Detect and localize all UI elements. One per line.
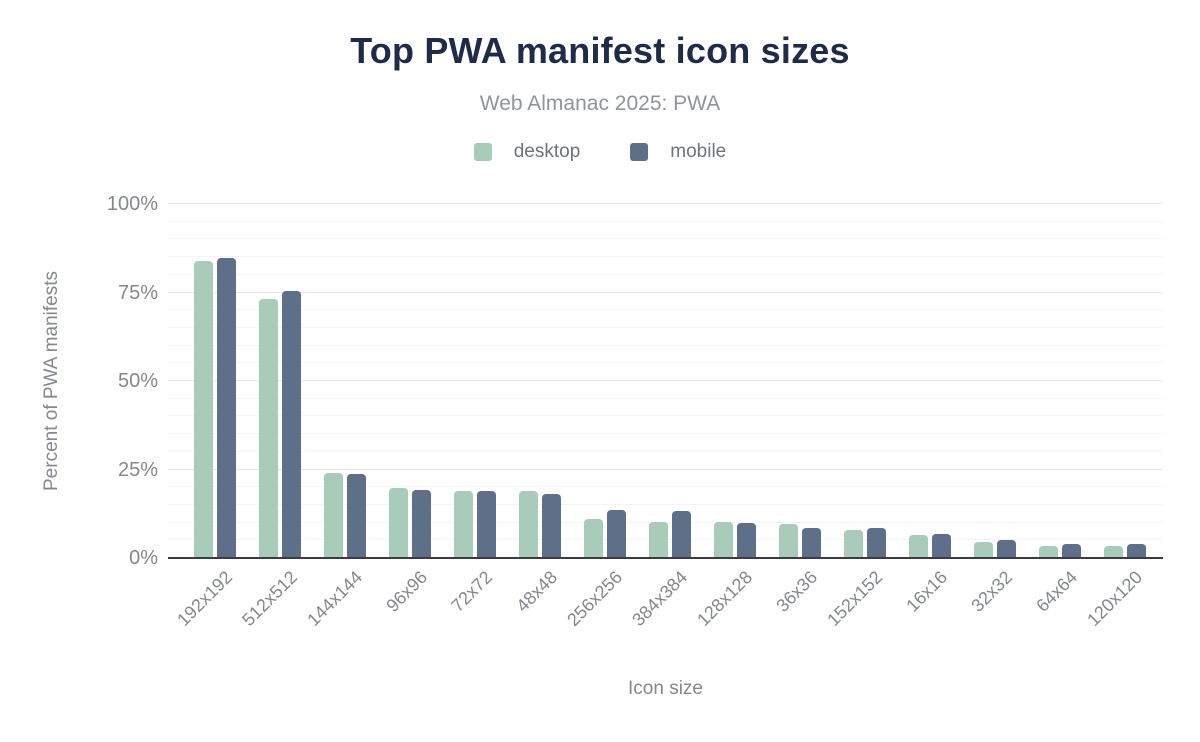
plot-area (168, 203, 1163, 559)
minor-gridline-80 (168, 273, 1163, 275)
major-gridline-75 (168, 291, 1163, 293)
x-tick-label-128x128: 128x128 (692, 567, 756, 630)
bar-mobile-64x64[interactable] (1061, 543, 1081, 558)
bar-group-72x72 (442, 204, 507, 558)
bar-desktop-64x64[interactable] (1038, 545, 1058, 558)
bar-mobile-384x384[interactable] (671, 510, 691, 558)
bar-desktop-192x192[interactable] (193, 260, 213, 558)
bar-desktop-120x120[interactable] (1103, 545, 1123, 558)
x-tick-label-384x384: 384x384 (627, 567, 691, 630)
bar-desktop-48x48[interactable] (518, 491, 538, 558)
x-tick-label-512x512: 512x512 (237, 567, 301, 630)
y-tick-label-0%: 0% (129, 547, 158, 569)
bar-desktop-256x256[interactable] (583, 519, 603, 558)
bar-desktop-152x152[interactable] (843, 529, 863, 558)
x-tick-label-48x48: 48x48 (511, 567, 561, 616)
bar-desktop-144x144[interactable] (323, 473, 343, 558)
minor-gridline-30 (168, 450, 1163, 452)
legend-item-desktop[interactable]: desktop (473, 141, 581, 163)
legend-item-mobile[interactable]: mobile (630, 141, 726, 163)
bars-layer (182, 204, 1157, 558)
legend-swatch-mobile (630, 143, 649, 161)
x-tick-label-192x192: 192x192 (172, 567, 236, 630)
bar-mobile-192x192[interactable] (216, 258, 236, 558)
bar-desktop-36x36[interactable] (778, 523, 798, 558)
x-tick-label-256x256: 256x256 (562, 567, 626, 630)
y-tick-label-25%: 25% (117, 458, 158, 481)
y-tick-label-50%: 50% (117, 370, 158, 392)
x-tick-label-152x152: 152x152 (822, 567, 886, 630)
bar-mobile-128x128[interactable] (736, 522, 756, 558)
bar-desktop-512x512[interactable] (258, 298, 278, 558)
bar-desktop-384x384[interactable] (648, 521, 668, 558)
bar-group-512x512 (247, 204, 312, 558)
minor-gridline-45 (168, 397, 1163, 399)
chart-subtitle: Web Almanac 2025: PWA (479, 92, 721, 115)
major-gridline-25 (168, 468, 1163, 470)
x-tick-label-144x144: 144x144 (302, 567, 366, 630)
x-tick-label-72x72: 72x72 (446, 567, 496, 616)
bar-mobile-16x16[interactable] (931, 533, 951, 558)
major-gridline-50 (168, 380, 1163, 381)
y-tick-label-75%: 75% (117, 281, 158, 304)
legend-swatch-desktop (473, 143, 492, 161)
bar-mobile-152x152[interactable] (866, 527, 886, 558)
bar-desktop-32x32[interactable] (973, 542, 993, 558)
bar-group-384x384 (637, 204, 702, 558)
bar-group-120x120 (1092, 204, 1157, 558)
minor-gridline-20 (168, 486, 1163, 488)
bar-group-64x64 (1027, 204, 1092, 558)
bar-mobile-96x96[interactable] (411, 489, 431, 558)
bar-mobile-32x32[interactable] (996, 540, 1016, 558)
bar-group-96x96 (377, 204, 442, 558)
legend: desktop mobile (0, 141, 1200, 163)
minor-gridline-65 (168, 326, 1163, 328)
minor-gridline-85 (168, 256, 1163, 258)
legend-label-mobile: mobile (670, 141, 727, 162)
x-tick-label-64x64: 64x64 (1031, 567, 1081, 616)
bar-desktop-128x128[interactable] (713, 521, 733, 558)
bar-group-128x128 (702, 204, 767, 558)
bar-group-256x256 (572, 204, 637, 558)
bar-mobile-144x144[interactable] (346, 474, 366, 558)
bar-mobile-48x48[interactable] (541, 493, 561, 558)
x-axis-title: Icon size (628, 678, 703, 699)
bar-group-32x32 (962, 204, 1027, 558)
minor-gridline-70 (168, 309, 1163, 311)
x-axis-line (168, 557, 1163, 559)
bar-desktop-16x16[interactable] (908, 535, 928, 558)
y-tick-label-100%: 100% (106, 193, 158, 215)
bar-group-48x48 (507, 204, 572, 558)
minor-gridline-60 (168, 344, 1163, 346)
minor-gridline-15 (168, 503, 1163, 505)
minor-gridline-90 (168, 238, 1163, 240)
major-gridline-100 (168, 203, 1163, 204)
chart-title: Top PWA manifest icon sizes (350, 30, 850, 71)
bar-group-152x152 (832, 204, 897, 558)
x-tick-label-96x96: 96x96 (381, 567, 431, 616)
y-axis-title: Percent of PWA manifests (41, 271, 62, 491)
bar-group-144x144 (312, 204, 377, 558)
bar-mobile-256x256[interactable] (606, 509, 626, 558)
bar-mobile-72x72[interactable] (476, 491, 496, 558)
bar-group-36x36 (767, 204, 832, 558)
x-tick-label-120x120: 120x120 (1082, 567, 1146, 630)
bar-group-192x192 (182, 204, 247, 558)
legend-label-desktop: desktop (513, 141, 581, 162)
minor-gridline-55 (168, 362, 1163, 364)
minor-gridline-35 (168, 433, 1163, 435)
bar-group-16x16 (897, 204, 962, 558)
x-tick-label-36x36: 36x36 (771, 567, 821, 616)
bar-desktop-72x72[interactable] (453, 491, 473, 558)
bar-mobile-512x512[interactable] (281, 291, 301, 558)
minor-gridline-40 (168, 415, 1163, 417)
bar-mobile-36x36[interactable] (801, 528, 821, 558)
x-tick-label-16x16: 16x16 (901, 567, 951, 616)
x-tick-label-32x32: 32x32 (966, 567, 1016, 616)
bar-desktop-96x96[interactable] (388, 487, 408, 558)
minor-gridline-95 (168, 220, 1163, 222)
bar-mobile-120x120[interactable] (1126, 543, 1146, 558)
